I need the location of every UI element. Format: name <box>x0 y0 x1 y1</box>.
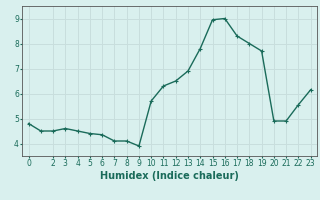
X-axis label: Humidex (Indice chaleur): Humidex (Indice chaleur) <box>100 171 239 181</box>
